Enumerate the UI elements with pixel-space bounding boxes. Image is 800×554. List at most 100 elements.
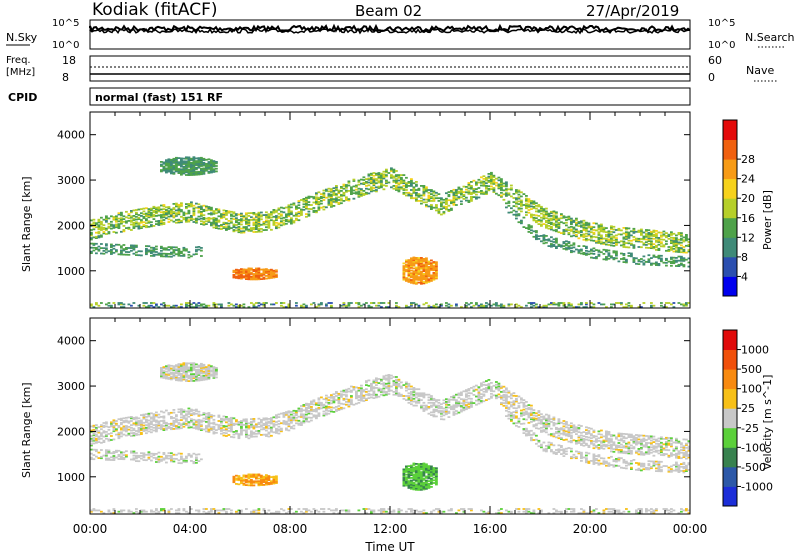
heatmap-cell <box>582 234 586 237</box>
heatmap-cell <box>305 409 308 412</box>
heatmap-cell <box>262 302 266 304</box>
heatmap-cell <box>515 303 518 306</box>
heatmap-cell <box>112 428 116 431</box>
heatmap-cell <box>260 474 263 477</box>
heatmap-cell <box>247 228 251 231</box>
heatmap-cell <box>657 263 661 265</box>
heatmap-cell <box>255 275 258 278</box>
heatmap-cell <box>460 203 463 205</box>
heatmap-cell <box>112 302 116 304</box>
cpid-value: normal (fast) 151 RF <box>95 91 223 104</box>
heatmap-cell <box>235 512 238 514</box>
heatmap-cell <box>485 191 488 194</box>
heatmap-cell <box>155 425 158 427</box>
heatmap-cell <box>300 208 303 211</box>
heatmap-cell <box>235 275 238 278</box>
heatmap-cell <box>440 304 443 307</box>
heatmap-cell <box>545 235 548 237</box>
heatmap-cell <box>215 209 218 212</box>
heatmap-cell <box>260 230 263 233</box>
heatmap-cell <box>180 424 183 427</box>
heatmap-cell <box>252 278 256 281</box>
heatmap-cell <box>235 510 238 513</box>
heatmap-cell <box>405 176 408 179</box>
heatmap-cell <box>192 409 196 412</box>
heatmap-cell <box>170 210 173 212</box>
heatmap-cell <box>257 423 261 425</box>
heatmap-cell <box>287 215 291 218</box>
heatmap-cell <box>177 249 181 252</box>
heatmap-cell <box>332 191 336 194</box>
heatmap-cell <box>392 170 396 172</box>
heatmap-cell <box>102 439 106 442</box>
heatmap-cell <box>302 404 306 406</box>
heatmap-cell <box>665 259 668 261</box>
heatmap-cell <box>605 234 608 236</box>
heatmap-cell <box>520 210 523 213</box>
heatmap-cell <box>317 415 321 417</box>
heatmap-cell <box>330 199 333 201</box>
heatmap-cell <box>160 161 163 163</box>
heatmap-cell <box>275 217 278 220</box>
heatmap-cell <box>435 274 438 277</box>
heatmap-cell <box>335 201 338 204</box>
heatmap-cell <box>275 274 278 277</box>
heatmap-cell <box>555 219 558 222</box>
heatmap-cell <box>112 419 116 422</box>
heatmap-cell <box>215 367 218 369</box>
heatmap-cell <box>260 434 263 436</box>
heatmap-cell <box>175 368 178 371</box>
heatmap-cell <box>137 426 141 429</box>
heatmap-cell <box>637 231 641 233</box>
heatmap-cell <box>195 221 198 224</box>
heatmap-cell <box>585 303 588 306</box>
heatmap-cell <box>435 303 438 306</box>
heatmap-cell <box>287 419 291 422</box>
heatmap-cell <box>652 254 656 257</box>
heatmap-cell <box>650 264 653 266</box>
heatmap-cell <box>95 439 98 441</box>
heatmap-cell <box>245 434 248 437</box>
heatmap-cell <box>432 304 436 307</box>
heatmap-cell <box>685 258 688 261</box>
heatmap-cell <box>210 206 213 209</box>
heatmap-cell <box>267 477 271 480</box>
heatmap-cell <box>525 227 528 229</box>
heatmap-cell <box>305 406 308 409</box>
heatmap-cell <box>255 426 258 428</box>
heatmap-cell <box>520 207 523 210</box>
heatmap-cell <box>95 248 98 251</box>
heatmap-cell <box>657 249 661 251</box>
heatmap-cell <box>260 428 263 431</box>
heatmap-cell <box>145 302 148 304</box>
heatmap-cell <box>430 267 433 270</box>
heatmap-cell <box>120 220 123 222</box>
heatmap-cell <box>680 241 683 244</box>
heatmap-cell <box>530 302 533 304</box>
heatmap-cell <box>175 376 178 379</box>
heatmap-cell <box>237 277 241 280</box>
power-colorbar-swatch <box>723 178 737 199</box>
heatmap-cell <box>267 273 271 276</box>
heatmap-cell <box>162 411 166 414</box>
heatmap-cell <box>155 427 158 430</box>
heatmap-cell <box>412 182 416 185</box>
heatmap-cell <box>372 393 376 395</box>
heatmap-cell <box>232 431 236 433</box>
heatmap-cell <box>197 366 201 368</box>
heatmap-cell <box>210 221 213 224</box>
heatmap-cell <box>562 245 566 247</box>
heatmap-cell <box>352 388 356 391</box>
heatmap-cell <box>330 204 333 207</box>
heatmap-cell <box>667 237 671 240</box>
heatmap-cell <box>412 274 416 277</box>
heatmap-cell <box>172 159 176 162</box>
heatmap-cell <box>265 476 268 479</box>
heatmap-cell <box>617 227 621 230</box>
heatmap-cell <box>322 413 326 416</box>
heatmap-cell <box>232 433 236 436</box>
heatmap-cell <box>295 212 298 215</box>
heatmap-cell <box>172 422 176 425</box>
heatmap-cell <box>402 269 406 272</box>
heatmap-cell <box>332 200 336 203</box>
